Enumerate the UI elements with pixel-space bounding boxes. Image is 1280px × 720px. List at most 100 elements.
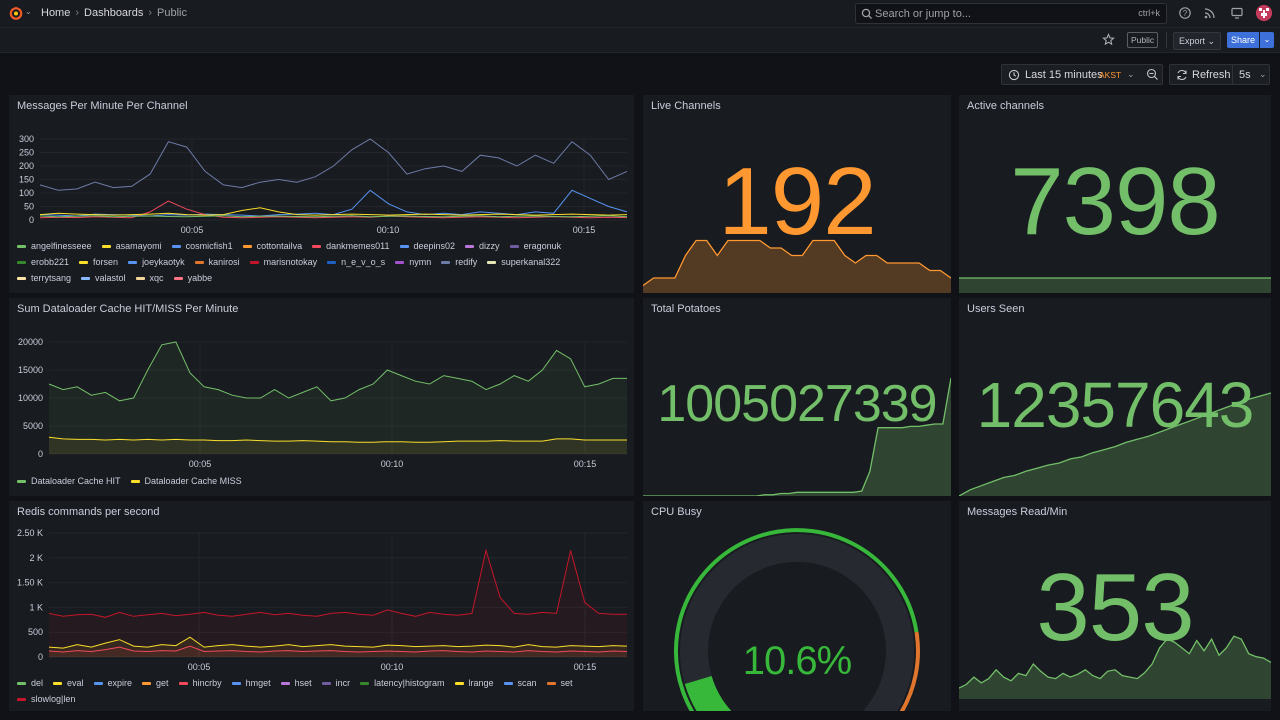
legend-item[interactable]: Dataloader Cache MISS (130, 473, 242, 489)
panel-redis-commands[interactable]: Redis commands per second 0 500 1 K 1.50 K 2… (9, 501, 634, 711)
legend-label: kanirosi (208, 257, 240, 267)
x-tick-label: 00:10 (377, 225, 400, 235)
legend-swatch (17, 277, 26, 281)
x-tick-label: 00:15 (573, 225, 596, 235)
legend-item[interactable]: xqc (135, 270, 164, 286)
legend-item[interactable]: incr (321, 675, 350, 691)
breadcrumb-home[interactable]: Home (41, 7, 71, 19)
legend-item[interactable]: erobb221 (17, 254, 69, 270)
legend-item[interactable]: del (17, 675, 43, 691)
legend-item[interactable]: redify (441, 254, 477, 270)
series-line[interactable] (39, 189, 628, 217)
time-range-label: Last 15 minutes (1025, 69, 1103, 81)
legend-item[interactable]: valastol (81, 270, 126, 286)
legend-item[interactable]: Dataloader Cache HIT (17, 473, 121, 489)
series-line[interactable] (48, 436, 627, 443)
series-line[interactable] (48, 636, 628, 649)
export-button[interactable]: Export ⌄ (1173, 32, 1222, 50)
legend-item[interactable]: set (546, 675, 573, 691)
avatar[interactable] (1256, 5, 1272, 21)
panel-total-potatoes[interactable]: Total Potatoes 1005027339 (643, 298, 951, 496)
zoom-out-icon[interactable] (1146, 68, 1159, 81)
panel-dataloader-cache[interactable]: Sum Dataloader Cache HIT/MISS Per Minute… (9, 298, 634, 496)
series-line[interactable] (39, 138, 628, 191)
panel-messages-per-minute[interactable]: Messages Per Minute Per Channel 0 50 100 15… (9, 95, 634, 293)
cpu-busy-value: 10.6% (742, 639, 852, 683)
search-input[interactable]: Search or jump to... ctrl+k (855, 3, 1167, 24)
series-line[interactable] (48, 645, 628, 653)
panel-messages-read[interactable]: Messages Read/Min 353 (959, 501, 1271, 711)
legend-label: Dataloader Cache HIT (31, 476, 121, 486)
legend-item[interactable]: eragonuk (509, 238, 561, 254)
breadcrumb-dashboards[interactable]: Dashboards (84, 7, 144, 19)
y-tick-label: 150 (19, 175, 34, 185)
legend-item[interactable]: eval (53, 675, 84, 691)
legend-item[interactable]: cottontailva (242, 238, 303, 254)
legend-item[interactable]: dankmemes011 (312, 238, 390, 254)
legend-swatch (231, 682, 241, 686)
legend-item[interactable]: nymn (395, 254, 431, 270)
legend-item[interactable]: angelfinesseee (17, 238, 92, 254)
legend-item[interactable]: kanirosi (194, 254, 240, 270)
legend-item[interactable]: expire (93, 675, 132, 691)
series-line[interactable] (39, 207, 628, 216)
legend-item[interactable]: hincrby (178, 675, 222, 691)
legend-item[interactable]: get (142, 675, 169, 691)
panel-title: Redis commands per second (17, 506, 160, 518)
panel-users-seen[interactable]: Users Seen 12357643 (959, 298, 1271, 496)
legend-item[interactable]: hset (280, 675, 312, 691)
legend-swatch (171, 245, 181, 249)
legend-item[interactable]: yabbe (173, 270, 212, 286)
total-potatoes-sparkline (643, 377, 951, 496)
legend-item[interactable]: latency|histogram (360, 675, 445, 691)
dataloader-cache-chart[interactable]: 0 5000 10000 15000 20000 00:05 00:10 00:15 (9, 323, 634, 496)
legend-item[interactable]: dizzy (465, 238, 500, 254)
legend-label: forsen (93, 257, 119, 267)
legend-swatch (81, 277, 91, 281)
refresh-picker[interactable]: Refresh 5s ⌄ (1169, 64, 1270, 85)
monitor-icon[interactable] (1230, 6, 1244, 20)
legend-item[interactable]: forsen (79, 254, 118, 270)
series-line[interactable] (48, 548, 627, 618)
legend-item[interactable]: cosmicfish1 (171, 238, 233, 254)
x-tick-label: 00:10 (381, 459, 404, 469)
time-range-picker[interactable]: Last 15 minutes AKST ⌄ (1001, 64, 1163, 85)
rss-icon[interactable] (1203, 6, 1217, 20)
legend-item[interactable]: terrytsang (17, 270, 71, 286)
series-line[interactable] (39, 215, 628, 218)
messages-chart[interactable]: 0 50 100 150 200 250 300 00:05 00:10 00:15 (9, 125, 634, 270)
panel-cpu-busy[interactable]: CPU Busy 10.6% (643, 501, 951, 711)
legend-swatch (249, 261, 259, 265)
public-badge: Public (1127, 32, 1159, 48)
legend-swatch (321, 682, 331, 686)
legend-item[interactable]: hmget (231, 675, 271, 691)
legend-item[interactable]: joeykaotyk (128, 254, 185, 270)
panel-live-channels[interactable]: Live Channels 192 (643, 95, 951, 293)
legend-item[interactable]: asamayomi (101, 238, 162, 254)
refresh-button[interactable]: Refresh (1192, 69, 1231, 81)
legend-item[interactable]: scan (503, 675, 537, 691)
legend-item[interactable]: deepins02 (399, 238, 455, 254)
chevron-down-icon[interactable]: ⌄ (25, 7, 32, 16)
legend-item[interactable]: n_e_v_o_s (327, 254, 385, 270)
grafana-logo-icon[interactable] (8, 5, 24, 21)
legend-swatch (509, 245, 519, 249)
legend-label: cottontailva (256, 241, 303, 251)
legend-swatch (17, 480, 26, 484)
sparkline-line (959, 392, 1271, 496)
y-tick-label: 50 (24, 202, 34, 212)
legend-item[interactable]: superkanal322 (487, 254, 560, 270)
refresh-interval[interactable]: 5s (1239, 69, 1251, 81)
share-button[interactable]: Share (1227, 32, 1259, 48)
share-options-chevron-icon[interactable]: ⌄ (1260, 32, 1274, 48)
redis-commands-chart[interactable]: 0 500 1 K 1.50 K 2 K 2.50 K 00:05 00:10 00:15 (9, 526, 634, 701)
legend-item[interactable]: slowlog|len (17, 691, 75, 707)
star-icon[interactable] (1102, 33, 1115, 46)
legend-item[interactable]: marisnotokay (249, 254, 317, 270)
help-icon[interactable]: ? (1178, 6, 1192, 20)
panel-active-channels[interactable]: Active channels 7398 (959, 95, 1271, 293)
series-line[interactable] (48, 341, 627, 402)
series-area (49, 637, 627, 657)
series-area (49, 342, 627, 454)
legend-item[interactable]: lrange (454, 675, 494, 691)
